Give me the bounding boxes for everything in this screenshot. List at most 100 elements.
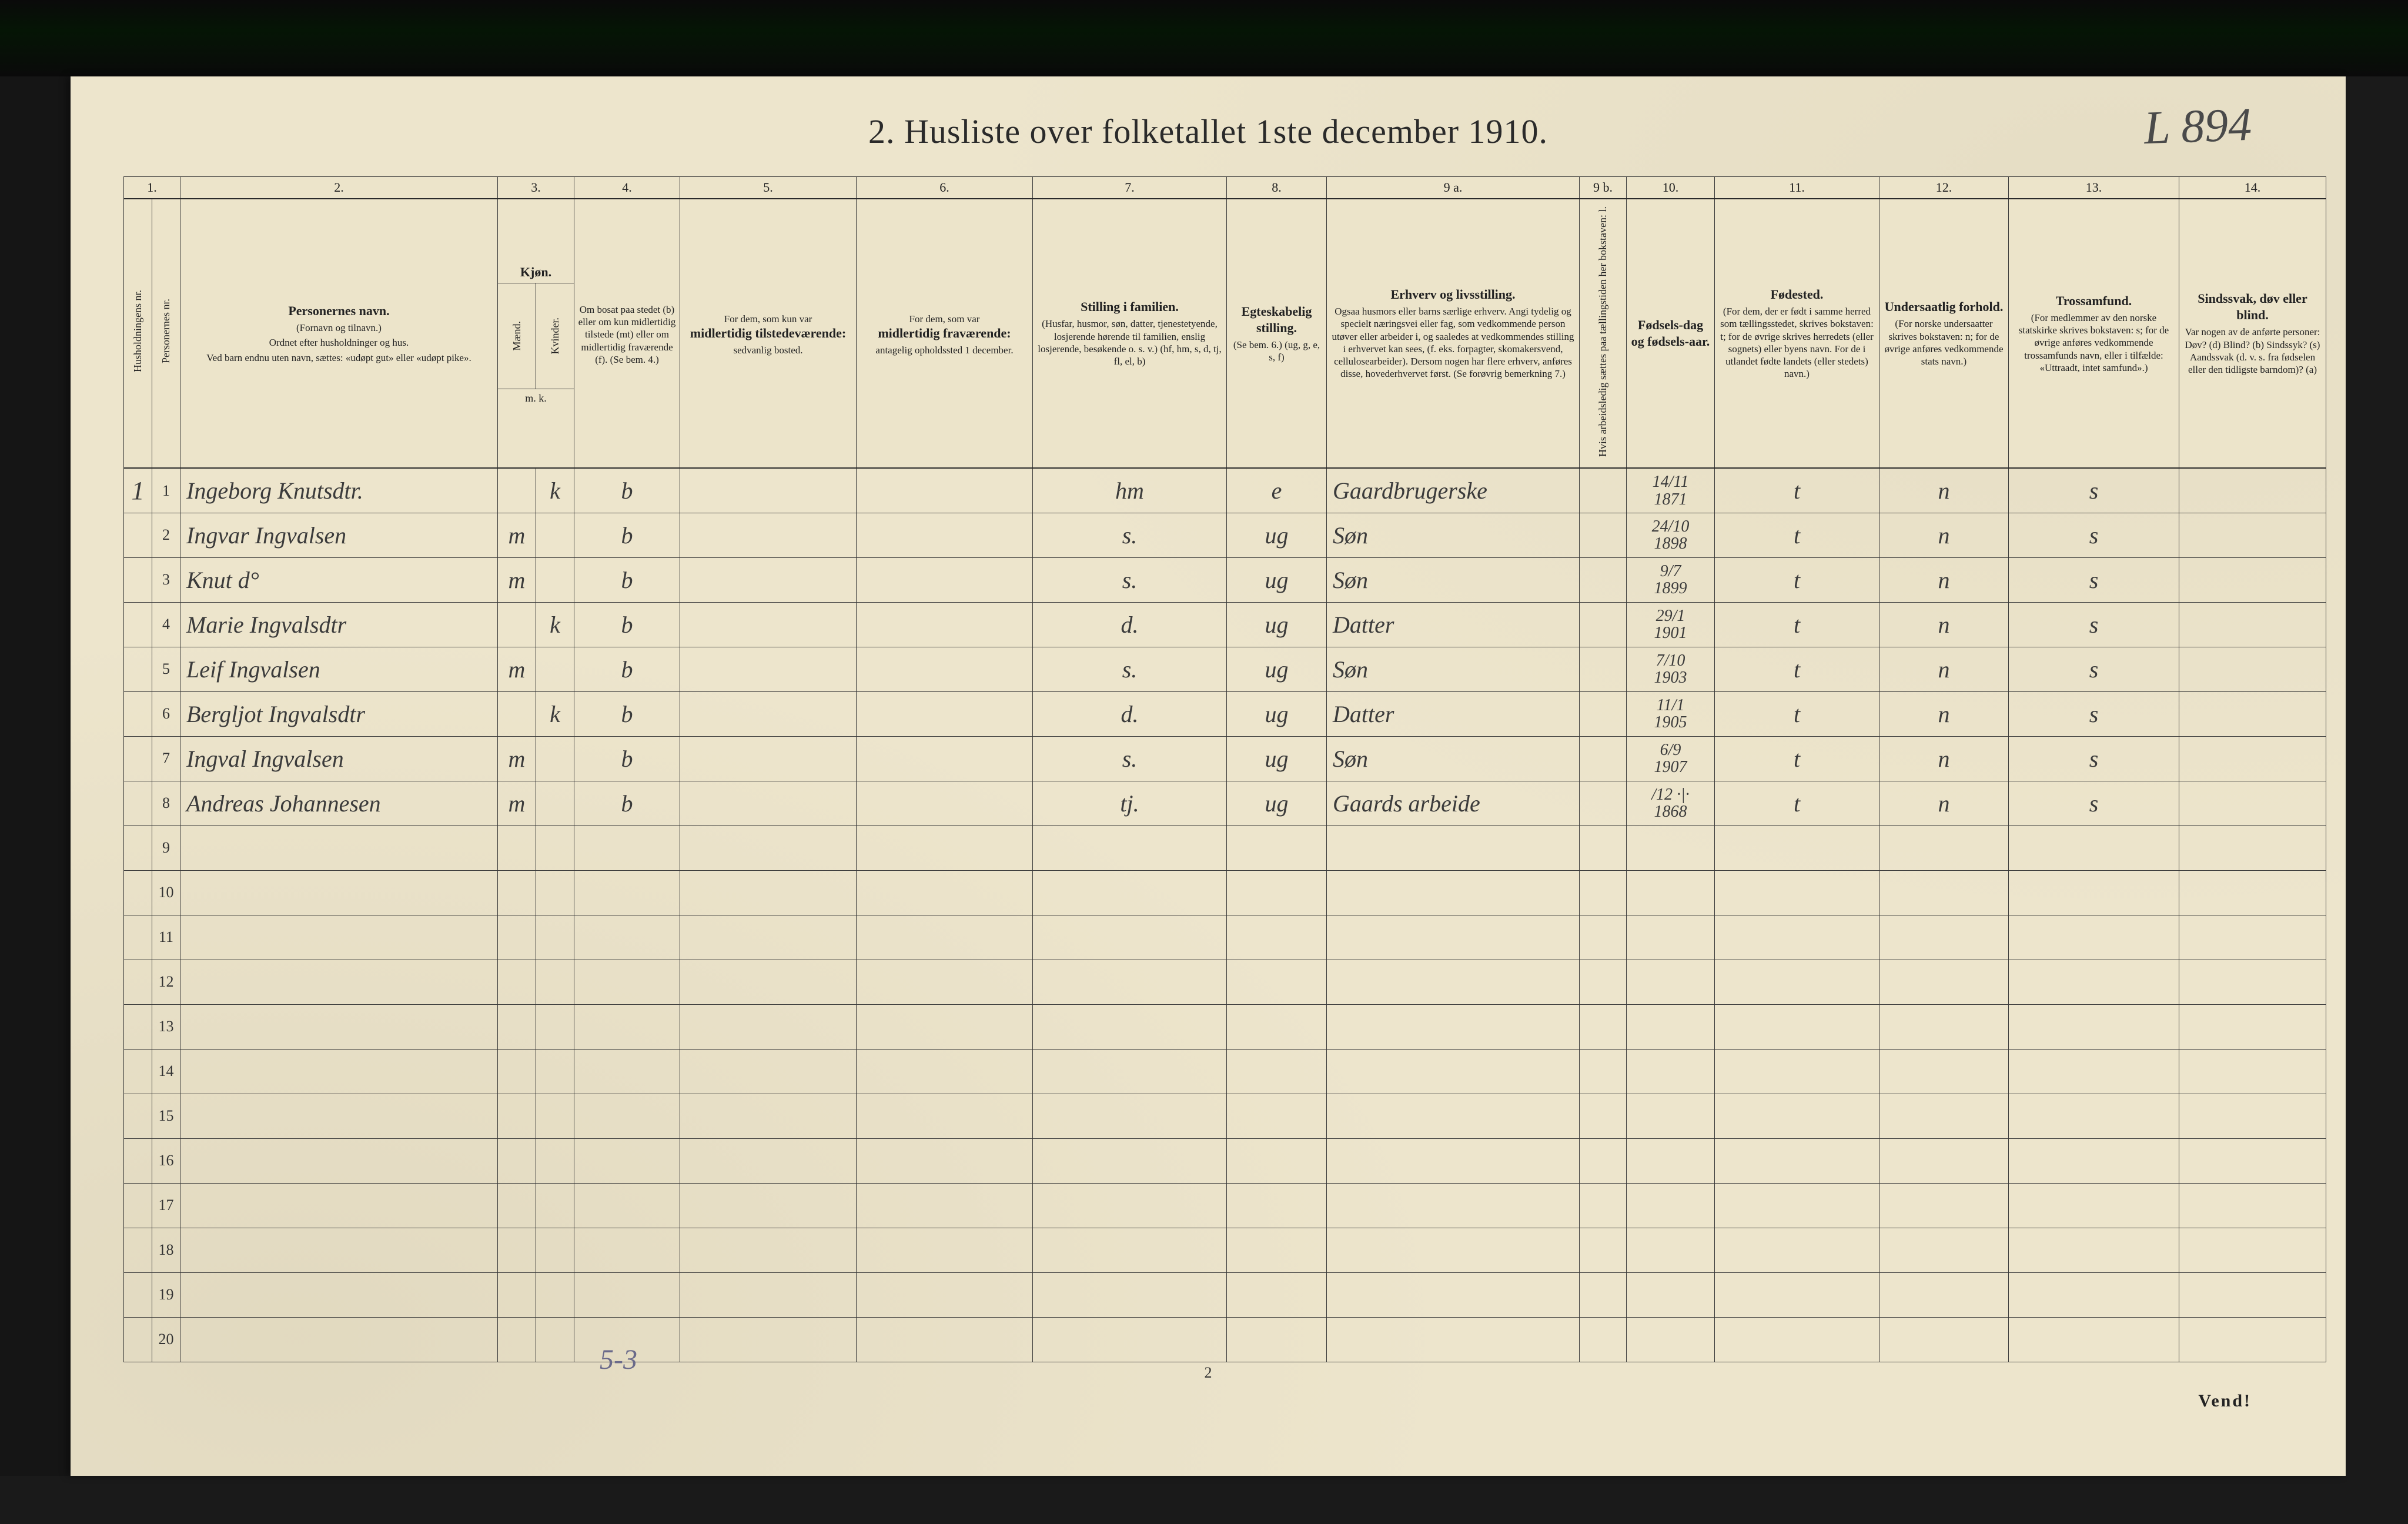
cell-disability <box>2179 557 2326 602</box>
table-row-empty: 19 <box>124 1272 2326 1317</box>
cell-empty <box>574 1138 680 1183</box>
cell-sex-m: m <box>498 736 536 781</box>
cell-unemployed <box>1580 691 1627 736</box>
cell-empty <box>1227 1138 1327 1183</box>
cell-empty <box>124 1004 152 1049</box>
cell-person-nr: 12 <box>152 960 180 1004</box>
cell-person-nr: 10 <box>152 870 180 915</box>
cell-temp-present <box>680 513 857 557</box>
cell-empty <box>180 1228 498 1272</box>
cell-empty <box>1715 1138 1879 1183</box>
cell-sex-m <box>498 691 536 736</box>
cell-empty <box>1627 825 1715 870</box>
cell-religion: s <box>2009 781 2179 825</box>
cell-empty <box>680 1272 857 1317</box>
cell-religion: s <box>2009 468 2179 513</box>
colnum-5: 5. <box>680 177 857 199</box>
cell-empty <box>536 1272 574 1317</box>
cell-empty <box>857 1049 1033 1094</box>
cell-person-nr: 8 <box>152 781 180 825</box>
cell-empty <box>857 1094 1033 1138</box>
hdr-name: Personernes navn. (Fornavn og tilnavn.) … <box>180 199 498 469</box>
cell-empty <box>2009 915 2179 960</box>
cell-empty <box>1227 915 1327 960</box>
census-table-wrap: 1. 2. 3. 4. 5. 6. 7. 8. 9 a. 9 b. 10. 11… <box>123 176 2299 1362</box>
cell-empty <box>680 1094 857 1138</box>
cell-empty <box>536 1183 574 1228</box>
colnum-13: 13. <box>2009 177 2179 199</box>
cell-empty <box>680 1004 857 1049</box>
colnum-10: 10. <box>1627 177 1715 199</box>
cell-empty <box>1627 1317 1715 1362</box>
cell-empty <box>2179 960 2326 1004</box>
cell-empty <box>2179 1049 2326 1094</box>
cell-empty <box>2179 1183 2326 1228</box>
cell-birth: 6/91907 <box>1627 736 1715 781</box>
table-row-empty: 10 <box>124 870 2326 915</box>
cell-religion: s <box>2009 691 2179 736</box>
cell-residence: b <box>574 513 680 557</box>
cell-temp-present <box>680 468 857 513</box>
cell-empty <box>498 1138 536 1183</box>
cell-empty <box>180 1183 498 1228</box>
cell-empty <box>857 1272 1033 1317</box>
cell-empty <box>536 915 574 960</box>
hdr-family-pos: Stilling i familien. (Husfar, husmor, sø… <box>1033 199 1227 469</box>
cell-empty <box>1227 825 1327 870</box>
cell-unemployed <box>1580 602 1627 647</box>
cell-empty <box>1327 915 1580 960</box>
cell-religion: s <box>2009 513 2179 557</box>
cell-birthplace: t <box>1715 468 1879 513</box>
cell-person-nr: 18 <box>152 1228 180 1272</box>
cell-marital: ug <box>1227 647 1327 691</box>
cell-empty <box>1580 915 1627 960</box>
cell-birth: 7/101903 <box>1627 647 1715 691</box>
cell-birthplace: t <box>1715 557 1879 602</box>
cell-empty <box>1627 1228 1715 1272</box>
cell-empty <box>2009 1183 2179 1228</box>
table-row: 7Ingval Ingvalsenmbs.ugSøn6/91907tns <box>124 736 2326 781</box>
cell-nationality: n <box>1879 513 2009 557</box>
hdr-person-nr: Personernes nr. <box>152 199 180 469</box>
cell-empty <box>1879 1317 2009 1362</box>
cell-empty <box>180 1094 498 1138</box>
cell-religion: s <box>2009 602 2179 647</box>
cell-family-pos: s. <box>1033 736 1227 781</box>
cell-empty <box>857 825 1033 870</box>
cell-occupation: Datter <box>1327 602 1580 647</box>
cell-empty <box>1227 1094 1327 1138</box>
cell-name: Bergljot Ingvalsdtr <box>180 691 498 736</box>
cell-empty <box>1033 1228 1227 1272</box>
cell-empty <box>1327 960 1580 1004</box>
cell-empty <box>536 1004 574 1049</box>
cell-empty <box>1879 1138 2009 1183</box>
cell-sex-k <box>536 513 574 557</box>
cell-disability <box>2179 691 2326 736</box>
cell-empty <box>536 960 574 1004</box>
cell-marital: ug <box>1227 691 1327 736</box>
cell-empty <box>1627 960 1715 1004</box>
cell-empty <box>574 1228 680 1272</box>
cell-empty <box>1879 1183 2009 1228</box>
colnum-11: 11. <box>1715 177 1879 199</box>
cell-empty <box>1879 825 2009 870</box>
colnum-14: 14. <box>2179 177 2326 199</box>
cell-empty <box>1327 1049 1580 1094</box>
cell-empty <box>1327 825 1580 870</box>
cell-empty <box>1033 1138 1227 1183</box>
cell-empty <box>680 915 857 960</box>
cell-empty <box>680 1049 857 1094</box>
cell-empty <box>574 825 680 870</box>
cell-person-nr: 6 <box>152 691 180 736</box>
cell-nationality: n <box>1879 691 2009 736</box>
cell-empty <box>680 1317 857 1362</box>
column-number-row: 1. 2. 3. 4. 5. 6. 7. 8. 9 a. 9 b. 10. 11… <box>124 177 2326 199</box>
cell-household <box>124 647 152 691</box>
cell-family-pos: d. <box>1033 602 1227 647</box>
cell-empty <box>1327 870 1580 915</box>
cell-unemployed <box>1580 513 1627 557</box>
cell-empty <box>2009 1094 2179 1138</box>
cell-unemployed <box>1580 647 1627 691</box>
cell-empty <box>1879 960 2009 1004</box>
cell-empty <box>2009 1138 2179 1183</box>
